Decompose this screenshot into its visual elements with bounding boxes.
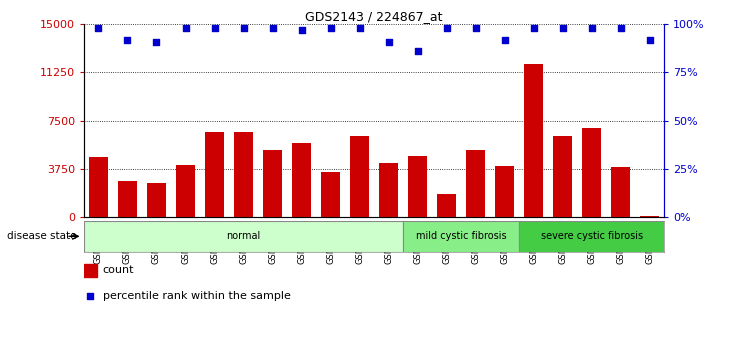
Bar <box>640 216 659 217</box>
Point <box>150 39 162 44</box>
Bar <box>292 142 311 217</box>
Text: normal: normal <box>226 231 261 241</box>
Point <box>528 25 539 31</box>
Bar <box>321 172 340 217</box>
Text: severe cystic fibrosis: severe cystic fibrosis <box>541 231 643 241</box>
Bar <box>408 156 427 217</box>
Bar <box>89 157 108 217</box>
Bar <box>176 165 195 217</box>
Bar <box>84 264 96 277</box>
Point <box>499 37 510 42</box>
Point <box>383 39 394 44</box>
Point <box>122 37 134 42</box>
Bar <box>437 194 456 217</box>
Point <box>266 25 278 31</box>
Point <box>470 25 482 31</box>
Point <box>557 25 569 31</box>
Bar <box>379 163 398 217</box>
Point <box>644 37 656 42</box>
Bar <box>118 181 137 217</box>
Bar <box>553 136 572 217</box>
Bar <box>84 221 403 252</box>
Point <box>426 184 438 189</box>
Bar <box>403 221 519 252</box>
Bar <box>263 150 282 217</box>
Point <box>412 48 423 54</box>
Point <box>441 25 453 31</box>
Bar <box>495 166 514 217</box>
Point <box>615 25 626 31</box>
Title: GDS2143 / 224867_at: GDS2143 / 224867_at <box>305 10 443 23</box>
Bar <box>519 221 664 252</box>
Text: percentile rank within the sample: percentile rank within the sample <box>102 292 291 302</box>
Point <box>209 25 220 31</box>
Text: count: count <box>102 265 134 275</box>
Point <box>354 25 366 31</box>
Point <box>238 25 250 31</box>
Point <box>586 25 598 31</box>
Point <box>180 25 191 31</box>
Text: disease state: disease state <box>7 231 77 241</box>
Text: mild cystic fibrosis: mild cystic fibrosis <box>416 231 507 241</box>
Point <box>296 27 307 33</box>
Bar <box>350 136 369 217</box>
Bar <box>205 132 224 217</box>
Bar <box>147 183 166 217</box>
Point <box>325 25 337 31</box>
Bar <box>583 128 602 217</box>
Bar <box>466 150 485 217</box>
Bar <box>234 132 253 217</box>
Point <box>93 25 104 31</box>
Bar <box>611 167 630 217</box>
Bar <box>524 64 543 217</box>
